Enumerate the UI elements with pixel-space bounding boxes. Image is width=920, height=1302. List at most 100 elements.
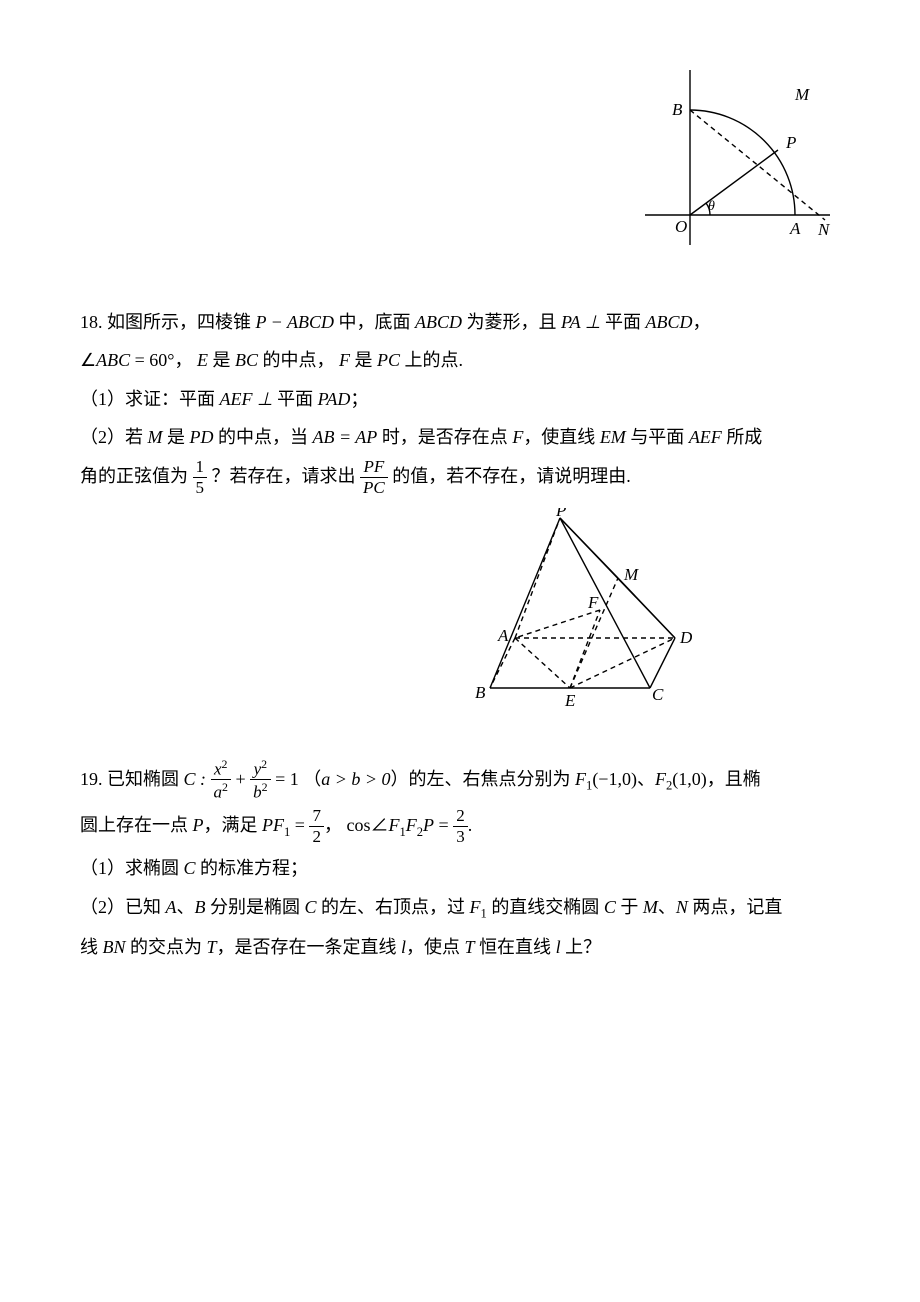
p18-t1b: 中，底面 bbox=[334, 312, 415, 332]
p18-t2d: 的中点， bbox=[258, 350, 339, 370]
p19-N: N bbox=[676, 897, 688, 917]
p19-p2f: 于 bbox=[616, 897, 643, 917]
p19-ab: a > b > 0 bbox=[321, 769, 390, 789]
p18-p2a: （2）若 bbox=[80, 427, 148, 447]
fig1-label-N: N bbox=[817, 220, 831, 239]
frac-2-3: 23 bbox=[453, 807, 468, 847]
figure-q18: P M F A D B E C bbox=[460, 508, 710, 718]
p18-F: F bbox=[339, 350, 350, 370]
p19-M: M bbox=[643, 897, 658, 917]
frac-1-5-num: 1 bbox=[193, 458, 208, 478]
p19-num: 19. bbox=[80, 769, 103, 789]
p19-p2d: 的左、右顶点，过 bbox=[317, 897, 470, 917]
p18-p1b: 平面 bbox=[273, 389, 318, 409]
p19-t2c: ， bbox=[324, 816, 347, 836]
p18-PC: PC bbox=[377, 350, 400, 370]
p19-p3e: 恒在直线 bbox=[475, 937, 556, 957]
p18-part2: （2）若 M 是 PD 的中点，当 AB = AP 时，是否存在点 F，使直线 … bbox=[80, 420, 840, 454]
fig2-F: F bbox=[587, 593, 599, 612]
p19-C3: C bbox=[305, 897, 317, 917]
fig1-label-M: M bbox=[794, 85, 810, 104]
p18-EM: EM bbox=[600, 427, 626, 447]
fig1-label-B: B bbox=[672, 100, 683, 119]
p18-p1a: （1）求证：平面 bbox=[80, 389, 220, 409]
p19-C4: C bbox=[604, 897, 616, 917]
frac-1-5-den: 5 bbox=[193, 478, 208, 498]
p18-p3a: 角的正弦值为 bbox=[80, 466, 188, 486]
p19-F1: F bbox=[575, 769, 586, 789]
p19-p2h: 两点，记直 bbox=[688, 897, 783, 917]
d23: 3 bbox=[453, 827, 468, 847]
p18-p2b: 是 bbox=[163, 427, 190, 447]
fig2-M: M bbox=[623, 565, 639, 584]
cF2: F bbox=[406, 816, 417, 836]
n72: 7 bbox=[309, 807, 324, 827]
p19-t2a: 圆上存在一点 bbox=[80, 816, 193, 836]
p18-abc: ABC bbox=[96, 350, 130, 370]
eq3: = bbox=[434, 816, 453, 836]
p18-line2: ∠ABC = 60°， E 是 BC 的中点， F 是 PC 上的点. bbox=[80, 343, 840, 377]
p19-A: A bbox=[166, 897, 177, 917]
p18-p1c: ； bbox=[350, 389, 368, 409]
fig1-label-P: P bbox=[785, 133, 796, 152]
frac-pf-den: PC bbox=[360, 478, 388, 498]
p18-ABAP: AB = AP bbox=[313, 427, 378, 447]
p19-p1: （1）求椭圆 bbox=[80, 858, 184, 878]
p19-t1d: 、 bbox=[637, 769, 655, 789]
cF1: F bbox=[388, 816, 399, 836]
eq2: = bbox=[290, 816, 309, 836]
p18-AEF2: AEF bbox=[689, 427, 722, 447]
cos: cos∠ bbox=[346, 816, 388, 836]
frac-a2-den: a2 bbox=[211, 780, 231, 803]
p19-t1a: 已知椭圆 bbox=[107, 769, 184, 789]
fig2-A: A bbox=[497, 626, 509, 645]
p18-p2f: 与平面 bbox=[626, 427, 689, 447]
p18-t2f: 上的点. bbox=[400, 350, 463, 370]
p19-F1c: (−1,0) bbox=[592, 769, 637, 789]
p19-p1b: 的标准方程； bbox=[196, 858, 309, 878]
p18-p2e: ，使直线 bbox=[523, 427, 600, 447]
p19-p2c: 分别是椭圆 bbox=[206, 897, 305, 917]
p18-E: E bbox=[197, 350, 208, 370]
frac-x2a2: x2a2 bbox=[211, 758, 231, 803]
p18-e4: ABCD bbox=[646, 312, 693, 332]
fig2-P: P bbox=[555, 508, 566, 520]
p18-line1: 18. 如图所示，四棱锥 P − ABCD 中，底面 ABCD 为菱形，且 PA… bbox=[80, 305, 840, 339]
p18-e1: P − ABCD bbox=[256, 312, 335, 332]
p18-p2d: 时，是否存在点 bbox=[377, 427, 512, 447]
d72: 2 bbox=[309, 827, 324, 847]
fig1-label-O: O bbox=[675, 217, 687, 236]
p18-t2e: 是 bbox=[350, 350, 377, 370]
fig2-D: D bbox=[679, 628, 693, 647]
n23: 2 bbox=[453, 807, 468, 827]
p19-PF1: PF bbox=[262, 816, 284, 836]
p19-part2: （2）已知 A、B 分别是椭圆 C 的左、右顶点，过 F1 的直线交椭圆 C 于… bbox=[80, 890, 840, 927]
p19-C2: C bbox=[184, 858, 196, 878]
p19-p3b: 的交点为 bbox=[126, 937, 207, 957]
y: y bbox=[254, 760, 262, 779]
p18-t1a: 如图所示，四棱锥 bbox=[107, 312, 256, 332]
p19-T2: T bbox=[465, 937, 475, 957]
p18-t2a: ∠ bbox=[80, 350, 96, 370]
p19-part3: 线 BN 的交点为 T，是否存在一条定直线 l，使点 T 恒在直线 l 上？ bbox=[80, 930, 840, 964]
p18-t1d: 平面 bbox=[601, 312, 646, 332]
frac-y2b2: y2b2 bbox=[250, 758, 270, 803]
p18-AEF: AEF ⊥ bbox=[220, 389, 273, 409]
p19-B: B bbox=[195, 897, 206, 917]
p19-t1e: ，且椭 bbox=[707, 769, 761, 789]
fig2-E: E bbox=[564, 691, 576, 710]
p18-p3c: 的值，若不存在，请说明理由. bbox=[392, 466, 631, 486]
fig1-label-theta: θ bbox=[708, 199, 715, 214]
problem-18: 18. 如图所示，四棱锥 P − ABCD 中，底面 ABCD 为菱形，且 PA… bbox=[80, 305, 840, 718]
p18-M: M bbox=[148, 427, 163, 447]
p19-BN: BN bbox=[103, 937, 126, 957]
fig2-C: C bbox=[652, 685, 664, 704]
fig1-label-A: A bbox=[789, 219, 801, 238]
p18-t2c: 是 bbox=[208, 350, 235, 370]
p19-p2g: 、 bbox=[658, 897, 676, 917]
p19-F1b: F bbox=[470, 897, 481, 917]
plus: + bbox=[235, 769, 250, 789]
p19-part1: （1）求椭圆 C 的标准方程； bbox=[80, 851, 840, 885]
frac-pf-num: PF bbox=[360, 458, 388, 478]
p18-p2c: 的中点，当 bbox=[214, 427, 313, 447]
